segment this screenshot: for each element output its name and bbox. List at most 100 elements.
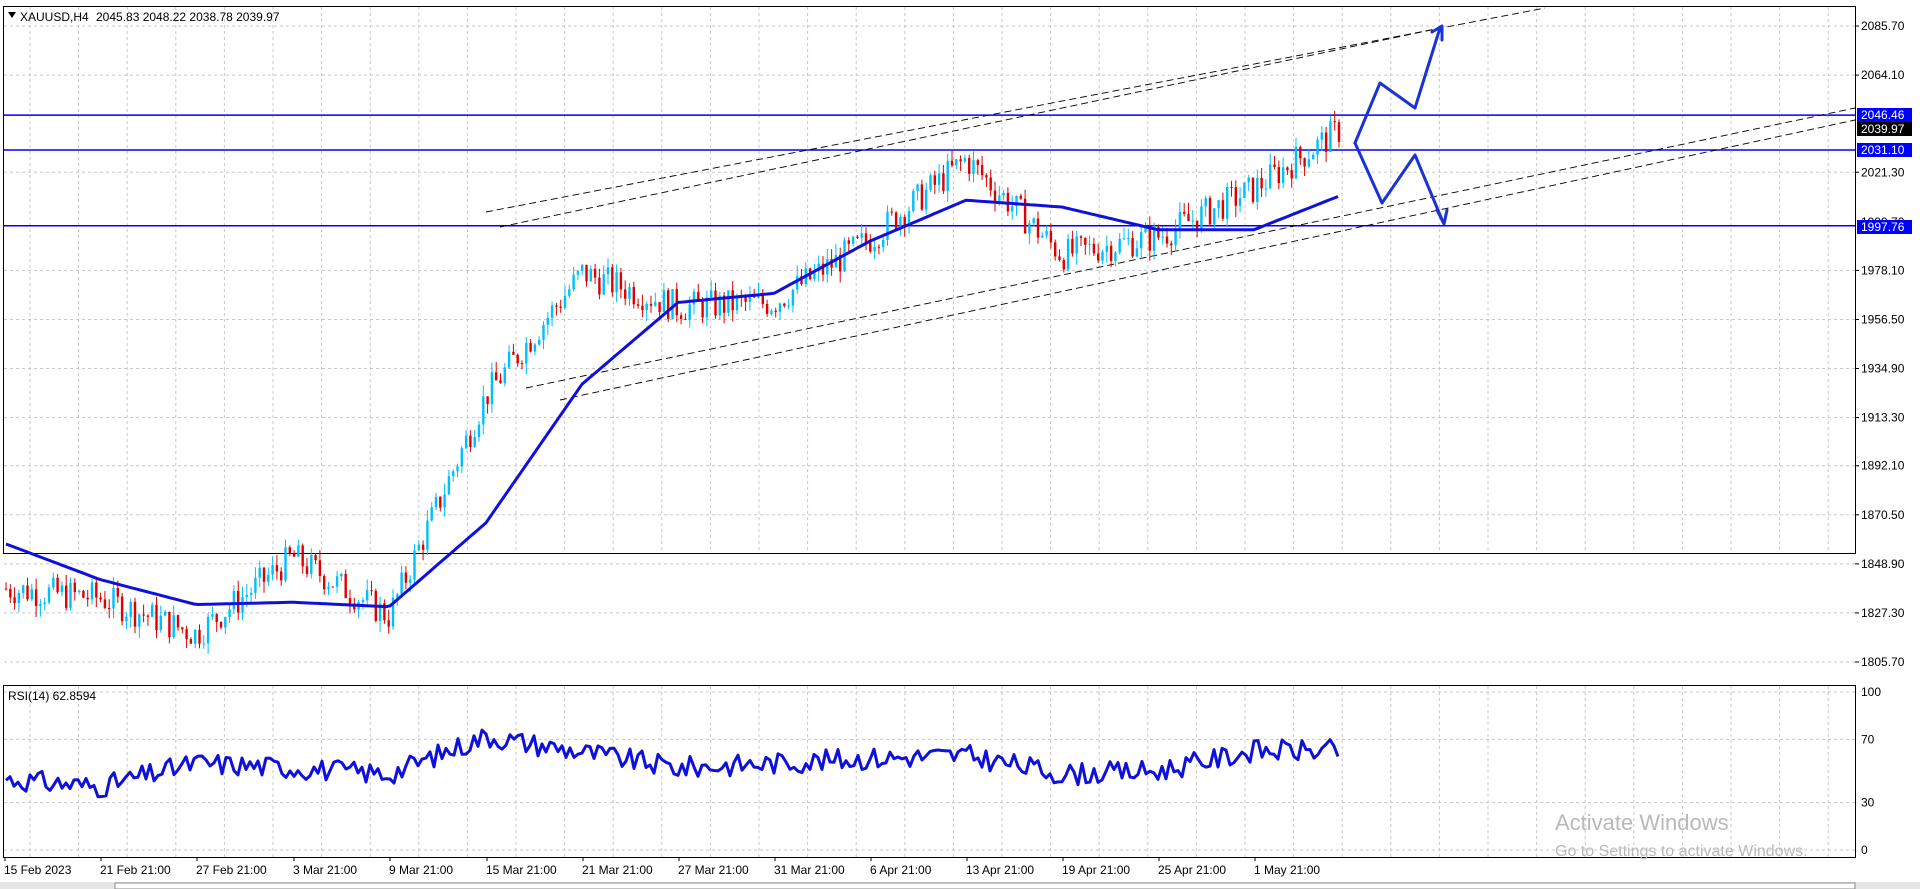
time-tick-label: 25 Apr 21:00 xyxy=(1158,863,1226,877)
channel-upper-outer[interactable] xyxy=(485,7,1546,213)
candle-body xyxy=(662,290,666,313)
price-tick-label: 1827.30 xyxy=(1861,606,1905,620)
candle-body xyxy=(52,577,55,588)
bottom-tab[interactable] xyxy=(114,882,1856,889)
candle-body xyxy=(344,573,347,599)
candle-body xyxy=(1084,237,1087,245)
candle-body xyxy=(1264,188,1268,190)
candle-body xyxy=(787,305,790,307)
rsi-line[interactable] xyxy=(5,728,1340,799)
candle-body xyxy=(1183,211,1186,214)
channel-lines[interactable] xyxy=(485,7,1856,401)
candle-body xyxy=(314,555,317,561)
tag-lower: 1997.76 xyxy=(1861,220,1905,234)
candle-body xyxy=(1165,236,1169,244)
candle-body xyxy=(572,274,575,290)
channel-lower-outer[interactable] xyxy=(525,107,1856,389)
moving-average-line[interactable] xyxy=(5,195,1339,609)
price-tick-label: 1870.50 xyxy=(1861,508,1905,522)
price-tick-label: 1892.10 xyxy=(1861,459,1905,473)
candle-body xyxy=(219,622,223,628)
candle-body xyxy=(628,286,631,299)
candle-body xyxy=(1234,187,1237,206)
candle-body xyxy=(163,611,167,616)
watermark-title: Activate Windows xyxy=(1555,810,1729,835)
projection-down-arrowhead[interactable] xyxy=(1435,208,1449,226)
candle-body xyxy=(430,507,433,521)
tag-current: 2039.97 xyxy=(1861,122,1905,136)
price-tags: 1999.70 2046.46 2039.97 2031.10 1997.76 xyxy=(1857,108,1912,234)
candle-body xyxy=(189,639,193,644)
candle-body xyxy=(9,589,12,598)
candle-body xyxy=(194,629,197,644)
channel-lower-inner[interactable] xyxy=(559,119,1856,401)
candle-body xyxy=(684,318,687,320)
channel-upper-inner[interactable] xyxy=(499,26,1446,228)
candle-body xyxy=(1247,177,1250,183)
time-tick-label: 19 Apr 21:00 xyxy=(1062,863,1130,877)
candle-body xyxy=(602,274,605,295)
candle-body xyxy=(232,590,236,610)
candle-body xyxy=(1204,198,1207,207)
candle-body xyxy=(310,555,313,574)
tag-lower-bg xyxy=(1857,220,1912,234)
candle-body xyxy=(778,303,782,312)
candle-body xyxy=(882,239,885,248)
candle-body xyxy=(1092,243,1096,254)
candle-body xyxy=(452,471,455,477)
projection-up-path[interactable] xyxy=(1353,26,1442,145)
candle-body xyxy=(1066,238,1070,270)
candle-body xyxy=(383,603,386,621)
candle-body xyxy=(1028,223,1031,234)
candle-body xyxy=(159,615,162,631)
candle-body xyxy=(761,294,764,304)
candle-body xyxy=(856,236,859,238)
candle-body xyxy=(679,315,683,319)
candle-body xyxy=(267,574,270,582)
candle-body xyxy=(697,291,700,301)
projection-drawings[interactable] xyxy=(1353,24,1449,226)
candle-body xyxy=(120,596,124,622)
candle-body xyxy=(82,590,85,598)
candle-body xyxy=(555,305,558,307)
time-tick-label: 6 Apr 21:00 xyxy=(870,863,932,877)
candle-body xyxy=(946,160,949,191)
candle-body xyxy=(886,211,889,240)
candle-body xyxy=(851,236,855,244)
price-axis: 2085.70 2064.10 2021.30 1978.10 1956.50 1934.… xyxy=(1855,19,1905,669)
candle-body xyxy=(211,614,214,617)
candle-body xyxy=(1152,227,1156,251)
candle-body xyxy=(585,264,588,282)
candle-body xyxy=(116,587,119,597)
projection-up-arrowhead[interactable] xyxy=(1430,24,1444,42)
candle-body xyxy=(826,259,829,275)
candle-body xyxy=(507,351,511,368)
candle-body xyxy=(998,195,1001,201)
candle-body xyxy=(989,177,992,191)
candle-body xyxy=(108,607,111,609)
candle-body xyxy=(327,586,330,590)
candle-body xyxy=(1213,208,1216,225)
candle-body xyxy=(658,302,661,313)
time-tick-label: 31 Mar 21:00 xyxy=(774,863,845,877)
candle-body xyxy=(129,601,132,617)
candle-body xyxy=(409,579,412,583)
candle-body xyxy=(1303,158,1306,167)
tag-upper-bg xyxy=(1857,108,1912,122)
candle-body xyxy=(400,572,403,595)
candle-body xyxy=(1088,243,1091,245)
candle-body xyxy=(1118,238,1121,253)
candle-body xyxy=(1178,211,1182,229)
candle-body xyxy=(503,367,506,384)
candle-body xyxy=(151,604,154,617)
candle-body xyxy=(1307,159,1311,167)
candle-body xyxy=(95,582,98,598)
price-tick-label: 1805.70 xyxy=(1861,655,1905,669)
dropdown-triangle-icon[interactable] xyxy=(8,12,16,18)
candle-body xyxy=(172,615,175,638)
projection-down-path[interactable] xyxy=(1353,141,1445,224)
time-tick-label: 3 Mar 21:00 xyxy=(293,863,357,877)
candle-body xyxy=(288,547,291,554)
candle-body xyxy=(1273,164,1276,168)
